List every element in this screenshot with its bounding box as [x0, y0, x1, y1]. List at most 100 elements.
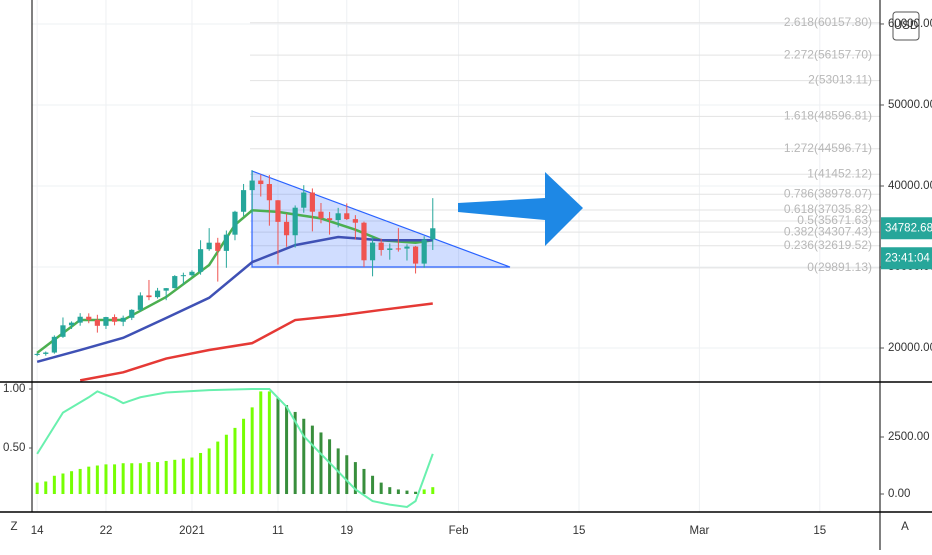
candle-body — [34, 353, 40, 355]
histogram-bar — [267, 391, 271, 495]
histogram-bar — [242, 418, 246, 495]
histogram-bar — [371, 475, 375, 495]
fib-label: 0.618(37035.82) — [784, 202, 872, 216]
x-tick-label: 11 — [272, 525, 284, 537]
x-tick-label: 19 — [340, 525, 353, 537]
histogram-bar — [328, 439, 332, 495]
y2-tick-label: 0.00 — [888, 488, 910, 500]
triangle-pattern — [251, 170, 511, 268]
candle-body — [189, 271, 195, 276]
arrow — [458, 172, 583, 246]
last-price-box — [881, 217, 932, 240]
auto-button[interactable]: A — [901, 521, 909, 533]
candle-body — [163, 288, 169, 291]
x-tick-label: 14 — [31, 525, 44, 537]
y-tick-label: 0.50 — [3, 442, 25, 454]
candle-body — [43, 352, 49, 354]
candle-body — [197, 249, 204, 272]
candle-body — [146, 295, 152, 298]
y2-tick-label: 2500.00 — [888, 431, 930, 443]
candle-body — [60, 325, 66, 337]
y-tick-label: 50000.00 — [888, 99, 932, 111]
fib-label: 0(29891.13) — [807, 260, 872, 274]
candle-body — [94, 319, 100, 326]
candle-body — [275, 200, 281, 222]
candle-body — [120, 317, 126, 322]
fib-label: 1.272(44596.71) — [784, 141, 872, 155]
fib-label: 2.618(60157.80) — [784, 15, 872, 29]
countdown: 23:41:04 — [885, 252, 930, 264]
fib-label: 0.5(35671.63) — [797, 213, 872, 227]
x-tick-label: 15 — [573, 525, 586, 537]
candle-body — [326, 218, 333, 221]
y-tick-label: 1.00 — [3, 383, 25, 395]
candle-body — [344, 213, 350, 220]
histogram-bar — [147, 462, 151, 495]
histogram-bar — [310, 425, 314, 495]
histogram-bar — [35, 482, 39, 495]
x-tick-label: 15 — [813, 525, 826, 537]
histogram-bar — [250, 407, 254, 495]
histogram-bar — [405, 490, 409, 495]
histogram-bar — [70, 471, 74, 495]
histogram-bar — [353, 462, 357, 495]
candle-body — [387, 248, 393, 250]
histogram-bar — [104, 464, 108, 495]
histogram-bar — [233, 427, 237, 495]
candle-body — [111, 317, 118, 322]
candle-body — [352, 219, 358, 223]
candle-body — [180, 275, 186, 277]
last-price: 34782.68 — [885, 222, 932, 234]
candle-body — [309, 192, 315, 212]
histogram-bar — [130, 463, 134, 495]
moving-average — [79, 302, 433, 382]
histogram-bar — [207, 448, 211, 495]
candle-body — [395, 248, 401, 250]
histogram-bar — [61, 473, 65, 495]
candle-body — [301, 192, 307, 208]
candle-body — [172, 276, 178, 289]
histogram-bar — [276, 398, 280, 495]
candle-body — [266, 184, 272, 201]
histogram-bar — [285, 405, 289, 495]
candle-body — [258, 180, 264, 185]
fib-label: 2(53013.11) — [808, 73, 872, 87]
histogram-bar — [302, 418, 306, 495]
histogram-bar — [414, 491, 418, 495]
candle-body — [361, 222, 367, 261]
fib-label: 0.382(34307.43) — [784, 224, 872, 238]
candle-body — [240, 190, 247, 212]
candle-body — [68, 322, 75, 326]
candle-body — [249, 180, 255, 191]
histogram-bar — [164, 460, 168, 495]
candle-body — [335, 213, 341, 221]
candle-body — [292, 207, 298, 236]
candle-body — [51, 336, 57, 353]
x-tick-label: 2021 — [179, 525, 205, 537]
histogram-bar — [422, 489, 426, 495]
zoom-button[interactable]: Z — [10, 521, 17, 533]
candle-body — [215, 242, 221, 251]
histogram-bar — [173, 459, 177, 495]
moving-average — [36, 235, 433, 363]
fib-label: 0.786(38978.07) — [784, 186, 872, 200]
candle-body — [103, 317, 109, 326]
histogram-bar — [199, 452, 203, 495]
candle-body — [223, 234, 229, 251]
histogram-bar — [216, 441, 220, 495]
histogram-bar — [87, 466, 91, 495]
fib-label: 2.272(56157.70) — [784, 47, 872, 61]
candle-body — [232, 211, 238, 235]
currency[interactable]: USD — [894, 20, 918, 32]
histogram-bar — [181, 458, 185, 495]
histogram-bar — [388, 487, 392, 495]
histogram-bar — [44, 481, 48, 495]
candle-body — [129, 309, 135, 318]
currency-button[interactable] — [892, 11, 920, 41]
candle-body — [86, 316, 92, 320]
marks — [34, 170, 436, 509]
candle-body — [369, 242, 376, 261]
candle-body — [137, 295, 143, 310]
